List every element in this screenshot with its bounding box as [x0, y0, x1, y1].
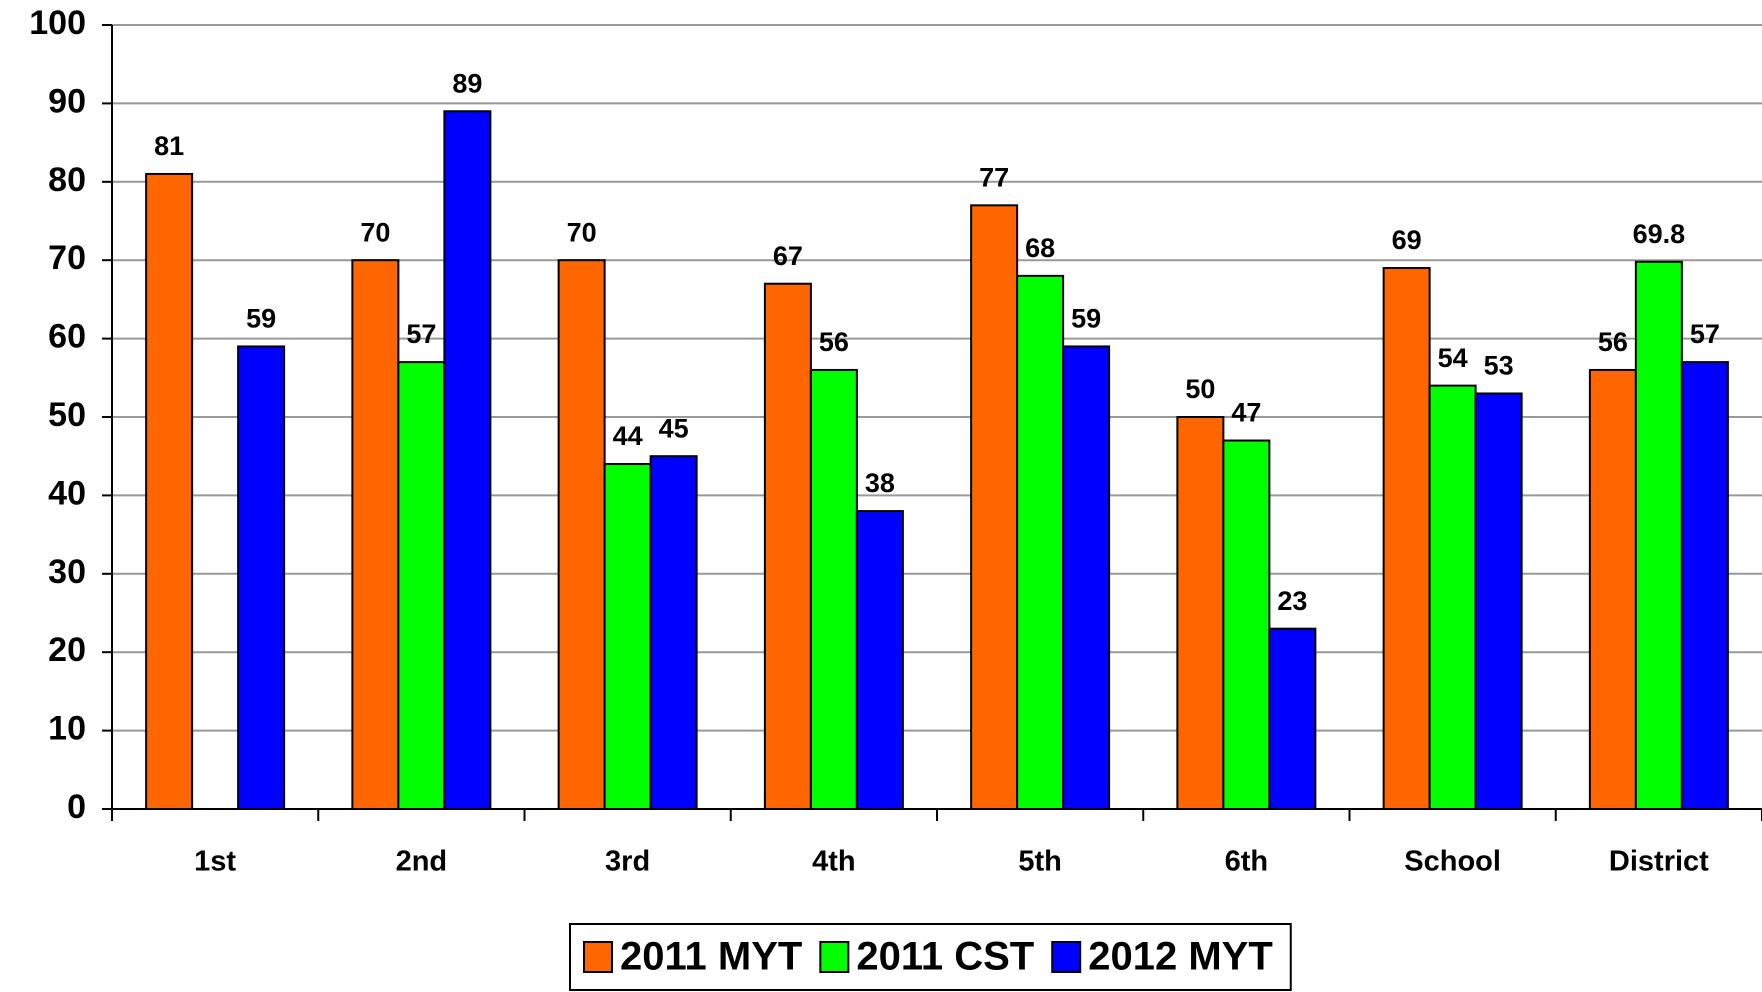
bar	[1634, 260, 1683, 810]
y-tick-label: 20	[48, 631, 86, 669]
x-tick-label: 3rd	[605, 846, 650, 878]
legend-swatch	[819, 941, 850, 973]
data-label: 45	[659, 413, 689, 443]
x-tick-label: 6th	[1225, 846, 1269, 878]
data-label: 70	[567, 217, 597, 247]
data-label: 38	[865, 468, 895, 498]
data-label: 77	[979, 162, 1009, 192]
data-label: 53	[1484, 351, 1514, 381]
data-label: 59	[246, 304, 276, 334]
data-label: 47	[1231, 398, 1261, 428]
x-tick-label: District	[1609, 846, 1709, 878]
bar	[397, 361, 446, 810]
bar	[443, 110, 492, 811]
legend-swatch	[1051, 941, 1082, 973]
bar	[1268, 627, 1317, 810]
bar	[1062, 345, 1111, 810]
legend-label: 2011 CST	[856, 935, 1034, 979]
data-label: 67	[773, 241, 803, 271]
y-tick-label: 70	[48, 239, 86, 277]
bar	[1222, 439, 1271, 810]
x-tick-label: 2nd	[396, 846, 448, 878]
bar	[145, 172, 194, 810]
data-label: 57	[406, 319, 436, 349]
data-label: 56	[819, 327, 849, 357]
data-label: 54	[1438, 343, 1468, 373]
legend-box	[569, 923, 1292, 991]
y-tick-label: 90	[48, 82, 86, 120]
y-tick-label: 40	[48, 474, 86, 512]
bar	[351, 259, 400, 810]
legend-label: 2011 MYT	[620, 935, 802, 979]
y-tick-label: 60	[48, 318, 86, 356]
bar	[970, 204, 1019, 810]
bar	[1016, 274, 1065, 810]
x-tick-label: 5th	[1018, 846, 1062, 878]
legend: 2011 MYT 2011 CST 2012 MYT	[569, 923, 1292, 991]
bar	[649, 455, 698, 810]
y-tick-label: 80	[48, 161, 86, 199]
y-tick-label: 10	[48, 710, 86, 748]
y-tick-label: 0	[67, 788, 86, 826]
legend-label: 2012 MYT	[1088, 935, 1273, 979]
data-label: 69	[1392, 225, 1422, 255]
bar	[603, 463, 652, 810]
bar	[1588, 368, 1637, 810]
bar	[1474, 392, 1523, 810]
bar	[557, 259, 606, 810]
data-label: 56	[1598, 327, 1628, 357]
legend-swatch	[583, 941, 613, 973]
data-label: 50	[1185, 374, 1215, 404]
x-tick-label: School	[1404, 846, 1501, 878]
data-label: 70	[360, 217, 390, 247]
data-label: 59	[1071, 304, 1101, 334]
bar	[763, 282, 812, 811]
bar	[237, 345, 286, 810]
data-label: 89	[452, 68, 482, 98]
bar	[809, 368, 858, 810]
bar	[1428, 384, 1477, 810]
y-tick-label: 100	[29, 4, 86, 42]
data-label: 23	[1277, 586, 1307, 616]
data-label: 44	[613, 421, 643, 451]
data-label: 81	[154, 131, 184, 161]
data-label: 68	[1025, 233, 1055, 263]
bar	[855, 510, 904, 810]
bar	[1382, 267, 1431, 811]
y-tick-label: 30	[48, 553, 86, 591]
y-tick-label: 50	[48, 396, 86, 434]
x-tick-label: 1st	[194, 846, 236, 878]
data-label: 57	[1690, 319, 1720, 349]
data-label: 69.8	[1633, 219, 1686, 249]
bar	[1176, 416, 1225, 810]
bar	[1680, 361, 1729, 810]
x-tick-label: 4th	[812, 846, 856, 878]
